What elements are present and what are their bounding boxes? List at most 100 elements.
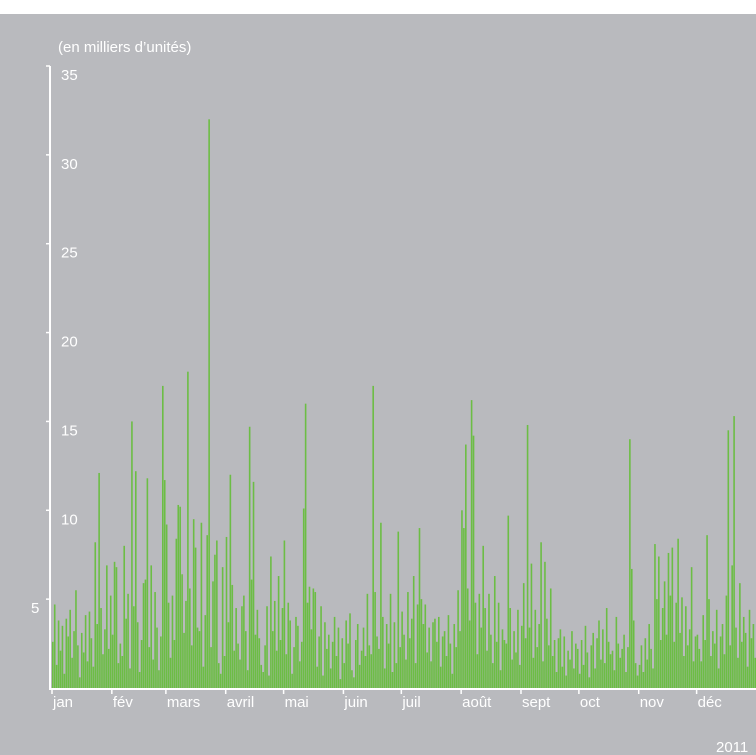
bar xyxy=(661,608,664,688)
bar xyxy=(283,540,286,688)
bar xyxy=(88,611,91,688)
bar xyxy=(509,608,512,688)
bar xyxy=(109,595,112,688)
y-axis-label: (en milliers d’unités) xyxy=(58,39,191,56)
bar xyxy=(162,385,164,688)
bar xyxy=(73,631,75,688)
bar xyxy=(341,638,344,688)
bar xyxy=(77,645,79,688)
bar xyxy=(175,538,178,688)
bar xyxy=(681,597,683,688)
bar xyxy=(322,675,324,688)
bar xyxy=(428,627,430,688)
bar xyxy=(497,602,500,688)
x-tick-label: oct xyxy=(580,694,601,711)
bar xyxy=(221,567,224,688)
bar xyxy=(700,661,703,688)
y-tick-label: 5 xyxy=(31,600,39,617)
bar xyxy=(374,592,376,688)
bar xyxy=(53,604,56,688)
bar xyxy=(748,609,751,688)
bar xyxy=(318,636,320,688)
bar xyxy=(511,659,513,688)
bar xyxy=(677,538,679,688)
bar xyxy=(86,661,89,688)
bar xyxy=(115,567,118,688)
bar xyxy=(665,634,668,688)
bar xyxy=(712,631,714,688)
bar xyxy=(349,613,351,688)
bar xyxy=(131,421,133,688)
bar xyxy=(364,656,367,688)
bar xyxy=(187,371,189,688)
bar xyxy=(368,645,371,688)
bar xyxy=(237,643,239,688)
bar xyxy=(590,645,593,688)
bar xyxy=(181,574,183,688)
bar xyxy=(231,584,234,688)
bar xyxy=(449,643,452,688)
bar xyxy=(667,552,670,688)
bar xyxy=(94,542,97,688)
bar xyxy=(136,622,139,688)
bar xyxy=(299,661,301,688)
bar xyxy=(692,661,695,688)
bar xyxy=(275,650,278,688)
bar xyxy=(291,673,293,688)
bar xyxy=(422,624,425,688)
bar xyxy=(146,478,149,688)
bar xyxy=(553,640,556,688)
bar xyxy=(457,590,459,688)
bar xyxy=(229,474,232,688)
y-tick-label: 15 xyxy=(61,422,78,439)
bar xyxy=(254,634,257,688)
bar xyxy=(528,627,531,688)
bar xyxy=(742,616,745,688)
bar xyxy=(104,629,106,688)
bar xyxy=(370,654,373,688)
x-tick-label: fév xyxy=(113,694,134,711)
bar xyxy=(302,508,305,688)
bar xyxy=(675,602,677,688)
bar xyxy=(297,625,299,688)
x-tick-label: avril xyxy=(227,694,255,711)
bar xyxy=(304,403,307,688)
bar xyxy=(611,650,614,688)
bar xyxy=(75,590,77,688)
bar xyxy=(447,615,450,688)
bar xyxy=(542,661,544,688)
bar xyxy=(659,640,662,688)
bar xyxy=(372,385,374,688)
bar xyxy=(636,675,639,688)
bar xyxy=(256,609,259,688)
bar xyxy=(623,634,625,688)
bar xyxy=(495,641,498,688)
bar xyxy=(264,645,266,688)
bar xyxy=(715,609,718,688)
bar xyxy=(360,650,363,688)
bar xyxy=(596,638,598,688)
bar xyxy=(586,652,589,688)
bar xyxy=(79,677,81,688)
bar xyxy=(260,664,263,688)
bar xyxy=(721,624,724,688)
bar xyxy=(331,641,334,688)
bar xyxy=(640,645,643,688)
bar xyxy=(380,522,382,688)
bar xyxy=(312,588,315,688)
bar xyxy=(326,648,328,688)
bar xyxy=(160,636,162,688)
bar xyxy=(219,673,222,688)
bar xyxy=(55,664,58,688)
bar xyxy=(669,595,672,688)
bar xyxy=(631,568,633,688)
bar xyxy=(501,629,504,688)
bar xyxy=(158,670,160,688)
bar xyxy=(179,506,181,688)
x-tick-label: sept xyxy=(522,694,551,711)
bar xyxy=(324,622,326,688)
bar xyxy=(395,663,398,688)
bar xyxy=(407,592,409,688)
bar xyxy=(382,616,384,688)
bar xyxy=(246,670,249,688)
